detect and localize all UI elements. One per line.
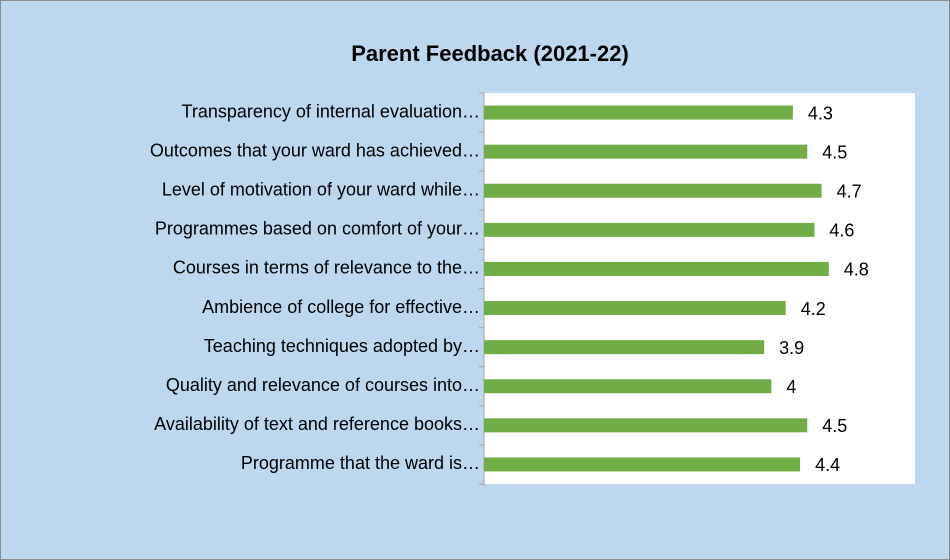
category-label: Programme that the ward is… <box>241 453 480 473</box>
bar <box>484 301 786 316</box>
value-label: 4.5 <box>822 142 847 162</box>
bar <box>484 261 829 276</box>
value-label: 4.2 <box>801 299 826 319</box>
bar <box>484 379 772 394</box>
bar <box>484 222 815 237</box>
value-label: 4.3 <box>808 103 833 123</box>
category-label: Quality and relevance of courses into… <box>166 375 480 395</box>
bar <box>484 418 808 433</box>
category-label: Ambience of college for effective… <box>202 297 480 317</box>
value-label: 4.8 <box>844 260 869 280</box>
value-label: 4.4 <box>815 455 840 475</box>
category-label: Availability of text and reference books… <box>154 414 480 434</box>
value-label: 4.5 <box>822 416 847 436</box>
category-label: Courses in terms of relevance to the… <box>173 258 480 278</box>
category-label: Teaching techniques adopted by… <box>204 336 480 356</box>
value-label: 4.7 <box>837 182 862 202</box>
category-label: Transparency of internal evaluation… <box>182 101 481 121</box>
category-label: Outcomes that your ward has achieved… <box>150 140 480 160</box>
value-label: 4.6 <box>829 221 854 241</box>
bar <box>484 144 808 159</box>
chart-title: Parent Feedback (2021-22) <box>351 41 629 66</box>
category-label: Level of motivation of your ward while… <box>162 180 480 200</box>
category-label: Programmes based on comfort of your… <box>155 219 480 239</box>
value-label: 4 <box>786 377 796 397</box>
bar <box>484 183 822 198</box>
value-label: 3.9 <box>779 338 804 358</box>
bar <box>484 340 765 355</box>
bar <box>484 457 801 472</box>
bar <box>484 105 793 120</box>
